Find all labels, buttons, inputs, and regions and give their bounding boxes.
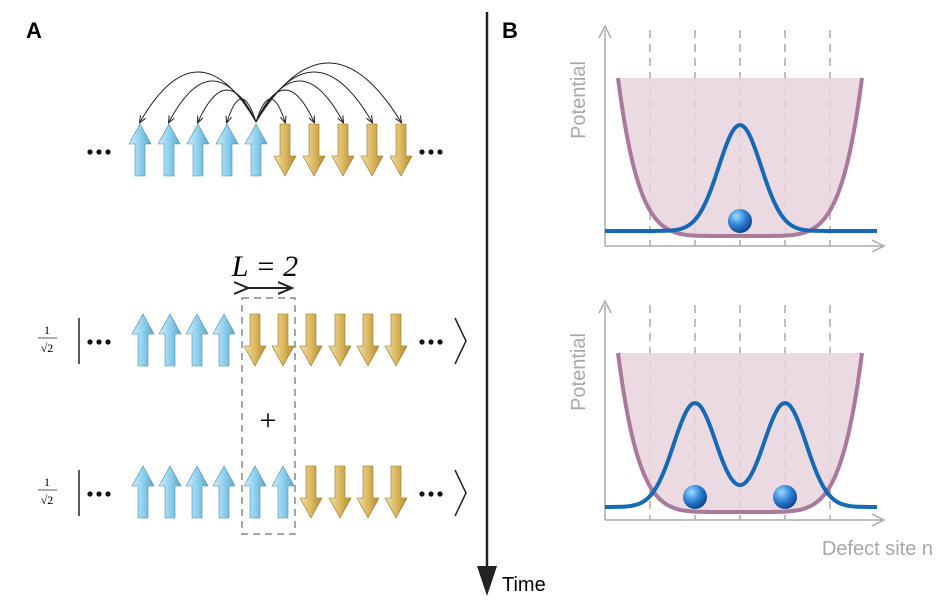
- spin-up: [212, 465, 236, 519]
- ellipsis-dot: [87, 339, 93, 345]
- panel-label: B: [502, 18, 518, 43]
- spin-down: [384, 465, 408, 519]
- particle: [683, 485, 707, 509]
- y-axis-label: Potential: [568, 61, 590, 139]
- plus: +: [260, 404, 277, 437]
- particle: [728, 209, 752, 233]
- spin-down: [302, 123, 326, 177]
- coupling-arc: [198, 89, 257, 122]
- ellipsis-dot: [105, 491, 111, 497]
- x-arrowhead: [871, 513, 886, 527]
- spin-up: [185, 313, 209, 367]
- ellipsis-dot: [437, 149, 443, 155]
- spin-up: [185, 465, 209, 519]
- spin-up: [128, 123, 152, 177]
- dashed-box: [241, 297, 296, 535]
- ellipsis-dot: [428, 339, 434, 345]
- well-fill: [618, 353, 862, 512]
- spin-up: [158, 465, 182, 519]
- spin-down: [328, 465, 352, 519]
- x-axis-label: Defect site n: [822, 538, 933, 560]
- spin-up: [186, 123, 210, 177]
- ket-bracket: [454, 469, 467, 517]
- spin-down: [331, 123, 355, 177]
- ellipsis-dot: [419, 339, 425, 345]
- spin-up: [131, 313, 155, 367]
- coupling-arc: [169, 80, 257, 122]
- spin-up: [215, 123, 239, 177]
- ellipsis-dot: [105, 339, 111, 345]
- prefactor: 1 √2: [38, 323, 57, 355]
- wavefunction: [605, 123, 877, 233]
- denominator: √2: [41, 341, 54, 355]
- numerator: 1: [44, 323, 50, 337]
- spin-down: [299, 313, 323, 367]
- spin-down: [384, 313, 408, 367]
- well: [616, 77, 864, 238]
- spin-up: [131, 465, 155, 519]
- y-axis-label: Potential: [568, 333, 590, 411]
- wavefunction: [605, 400, 877, 509]
- coupling-arc: [227, 98, 257, 122]
- well: [616, 352, 864, 514]
- ellipsis-dot: [96, 339, 102, 345]
- ellipsis-dot: [437, 339, 443, 345]
- time-label: Time: [502, 574, 546, 596]
- spin-up: [244, 123, 268, 177]
- time-arrowhead: [477, 566, 497, 596]
- well-fill: [618, 78, 862, 236]
- spin-up: [157, 123, 181, 177]
- spin-down: [356, 313, 380, 367]
- spin-down: [299, 465, 323, 519]
- ellipsis-dot: [87, 149, 93, 155]
- y-arrowhead: [598, 24, 612, 39]
- spin-down: [328, 313, 352, 367]
- coupling-arc: [255, 62, 401, 122]
- ellipsis-dot: [419, 491, 425, 497]
- spin-down: [273, 123, 297, 177]
- ellipsis-dot: [87, 491, 93, 497]
- ellipsis-dot: [96, 491, 102, 497]
- ellipsis-dot: [437, 491, 443, 497]
- spin-up: [158, 313, 182, 367]
- length-label: L = 2: [231, 250, 298, 283]
- ellipsis-dot: [96, 149, 102, 155]
- ellipsis-dot: [428, 491, 434, 497]
- spin-down: [356, 465, 380, 519]
- spin-down: [389, 123, 413, 177]
- x-arrowhead: [871, 239, 886, 253]
- denominator: √2: [41, 493, 54, 507]
- ket-bracket: [454, 317, 467, 365]
- prefactor: 1 √2: [38, 475, 57, 507]
- spin-down: [243, 313, 267, 367]
- coupling-arc: [255, 89, 314, 122]
- spin-down: [271, 313, 295, 367]
- numerator: 1: [44, 475, 50, 489]
- spin-up: [212, 313, 236, 367]
- particle: [773, 485, 797, 509]
- spin-down: [360, 123, 384, 177]
- coupling-arc: [255, 98, 285, 122]
- ellipsis-dot: [428, 149, 434, 155]
- y-arrowhead: [598, 299, 612, 314]
- coupling-arc: [140, 71, 257, 122]
- panel-label: A: [26, 18, 42, 43]
- spin-up: [243, 465, 267, 519]
- ellipsis-dot: [105, 149, 111, 155]
- ellipsis-dot: [419, 149, 425, 155]
- spin-up: [271, 465, 295, 519]
